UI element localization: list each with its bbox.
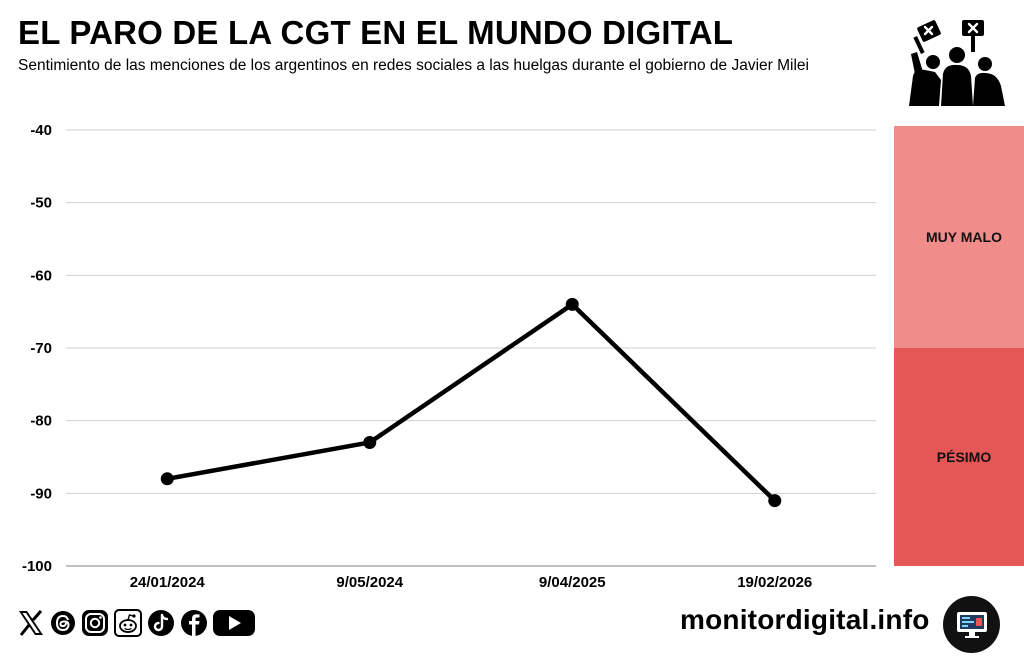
- y-tick-label: -100: [22, 558, 52, 575]
- facebook-icon[interactable]: [179, 608, 209, 638]
- x-tick-label: 9/04/2025: [539, 574, 606, 591]
- band-1: [894, 126, 1024, 348]
- threads-icon[interactable]: [49, 608, 77, 638]
- band-label: PÉSIMO: [937, 449, 992, 465]
- band-2: [894, 348, 1024, 566]
- chart-subtitle: Sentimiento de las menciones de los arge…: [18, 57, 809, 74]
- brand-name[interactable]: monitordigital.info: [680, 604, 930, 635]
- data-point[interactable]: [768, 494, 782, 508]
- x-tick-label: 9/05/2024: [336, 574, 403, 591]
- social-icons: [16, 608, 256, 638]
- series-line: [166, 302, 777, 503]
- data-point[interactable]: [565, 297, 579, 311]
- data-point[interactable]: [160, 472, 174, 486]
- tiktok-icon[interactable]: [146, 608, 176, 638]
- monitor-logo-icon: [943, 596, 1000, 653]
- y-tick-label: -60: [30, 267, 52, 284]
- y-tick-label: -40: [30, 122, 52, 139]
- x-tick-label: 24/01/2024: [130, 574, 206, 591]
- instagram-icon[interactable]: [80, 608, 110, 638]
- y-tick-label: -70: [30, 340, 52, 357]
- reddit-icon[interactable]: [113, 608, 143, 638]
- x-icon[interactable]: [16, 608, 46, 638]
- band-label: MUY MALO: [926, 229, 1002, 245]
- y-tick-label: -90: [30, 485, 52, 502]
- protest-icon: [909, 20, 1005, 106]
- x-tick-label: 19/02/2026: [737, 574, 812, 591]
- data-point[interactable]: [363, 435, 377, 449]
- y-tick-label: -50: [30, 195, 52, 212]
- y-tick-label: -80: [30, 413, 52, 430]
- youtube-icon[interactable]: [212, 608, 256, 638]
- line-chart: MUY MALO PÉSIMO -40 -50 -60 -70 -80 -90 -100 24…: [22, 122, 1024, 591]
- chart-title: EL PARO DE LA CGT EN EL MUNDO DIGITAL: [18, 14, 734, 51]
